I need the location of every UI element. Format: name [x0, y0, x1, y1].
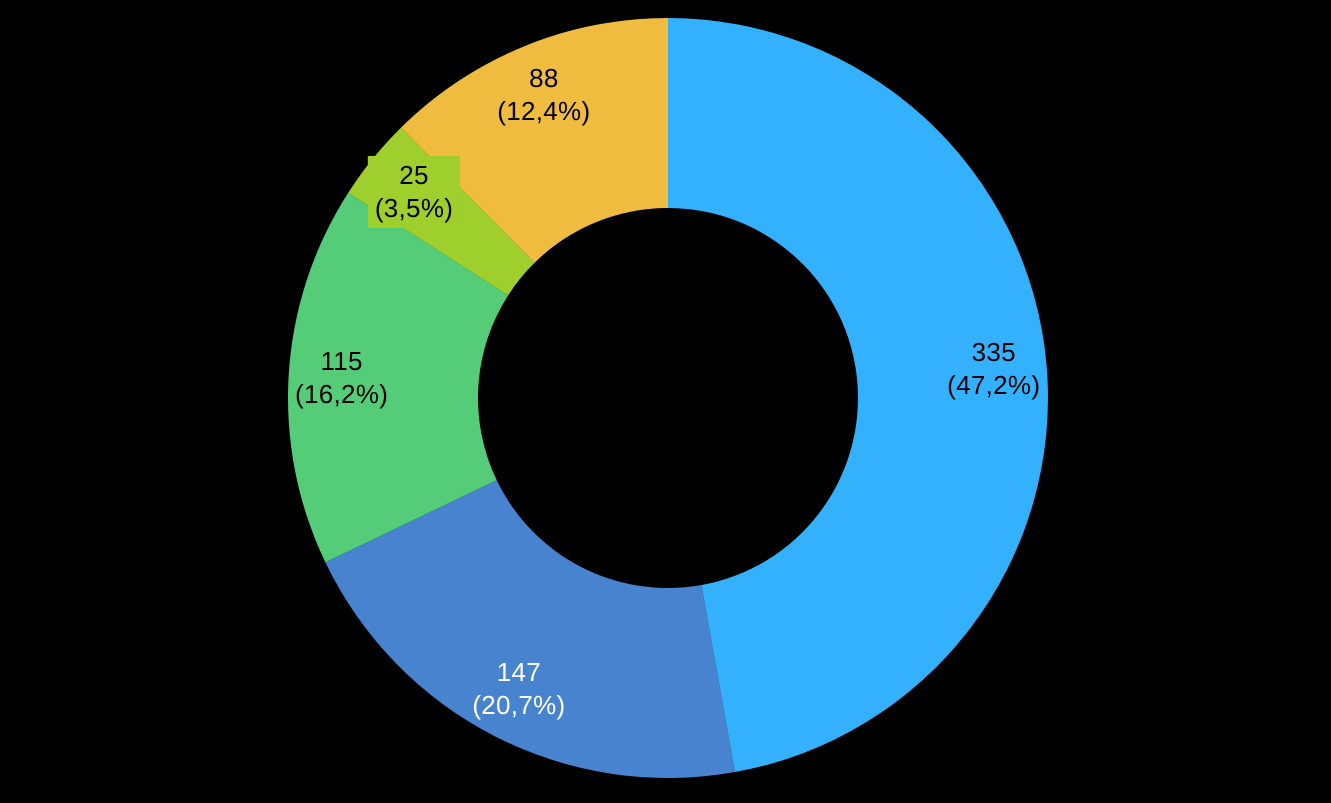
donut-slice-335: [668, 18, 1048, 773]
slice-value: 115: [320, 345, 363, 376]
slice-percent: (3,5%): [374, 193, 454, 224]
donut-slice-88: [401, 18, 668, 263]
slice-label-25: 25 (3,5%): [367, 156, 461, 229]
slice-label-88: 88 (12,4%): [497, 62, 590, 128]
donut-slice-115: [288, 192, 509, 563]
slice-label-335: 335 (47,2%): [947, 336, 1040, 402]
slice-percent: (16,2%): [295, 378, 389, 409]
slice-percent: (20,7%): [472, 690, 566, 721]
slice-label-147: 147 (20,7%): [472, 656, 565, 722]
slice-value: 88: [529, 63, 559, 94]
donut-slice-147: [325, 480, 735, 778]
slice-value: 147: [496, 657, 542, 688]
slice-label-115: 115 (16,2%): [295, 345, 388, 411]
slice-value: 335: [971, 337, 1016, 368]
slice-percent: (47,2%): [947, 370, 1041, 401]
slice-percent: (12,4%): [497, 96, 591, 127]
slice-value: 25: [399, 160, 429, 191]
